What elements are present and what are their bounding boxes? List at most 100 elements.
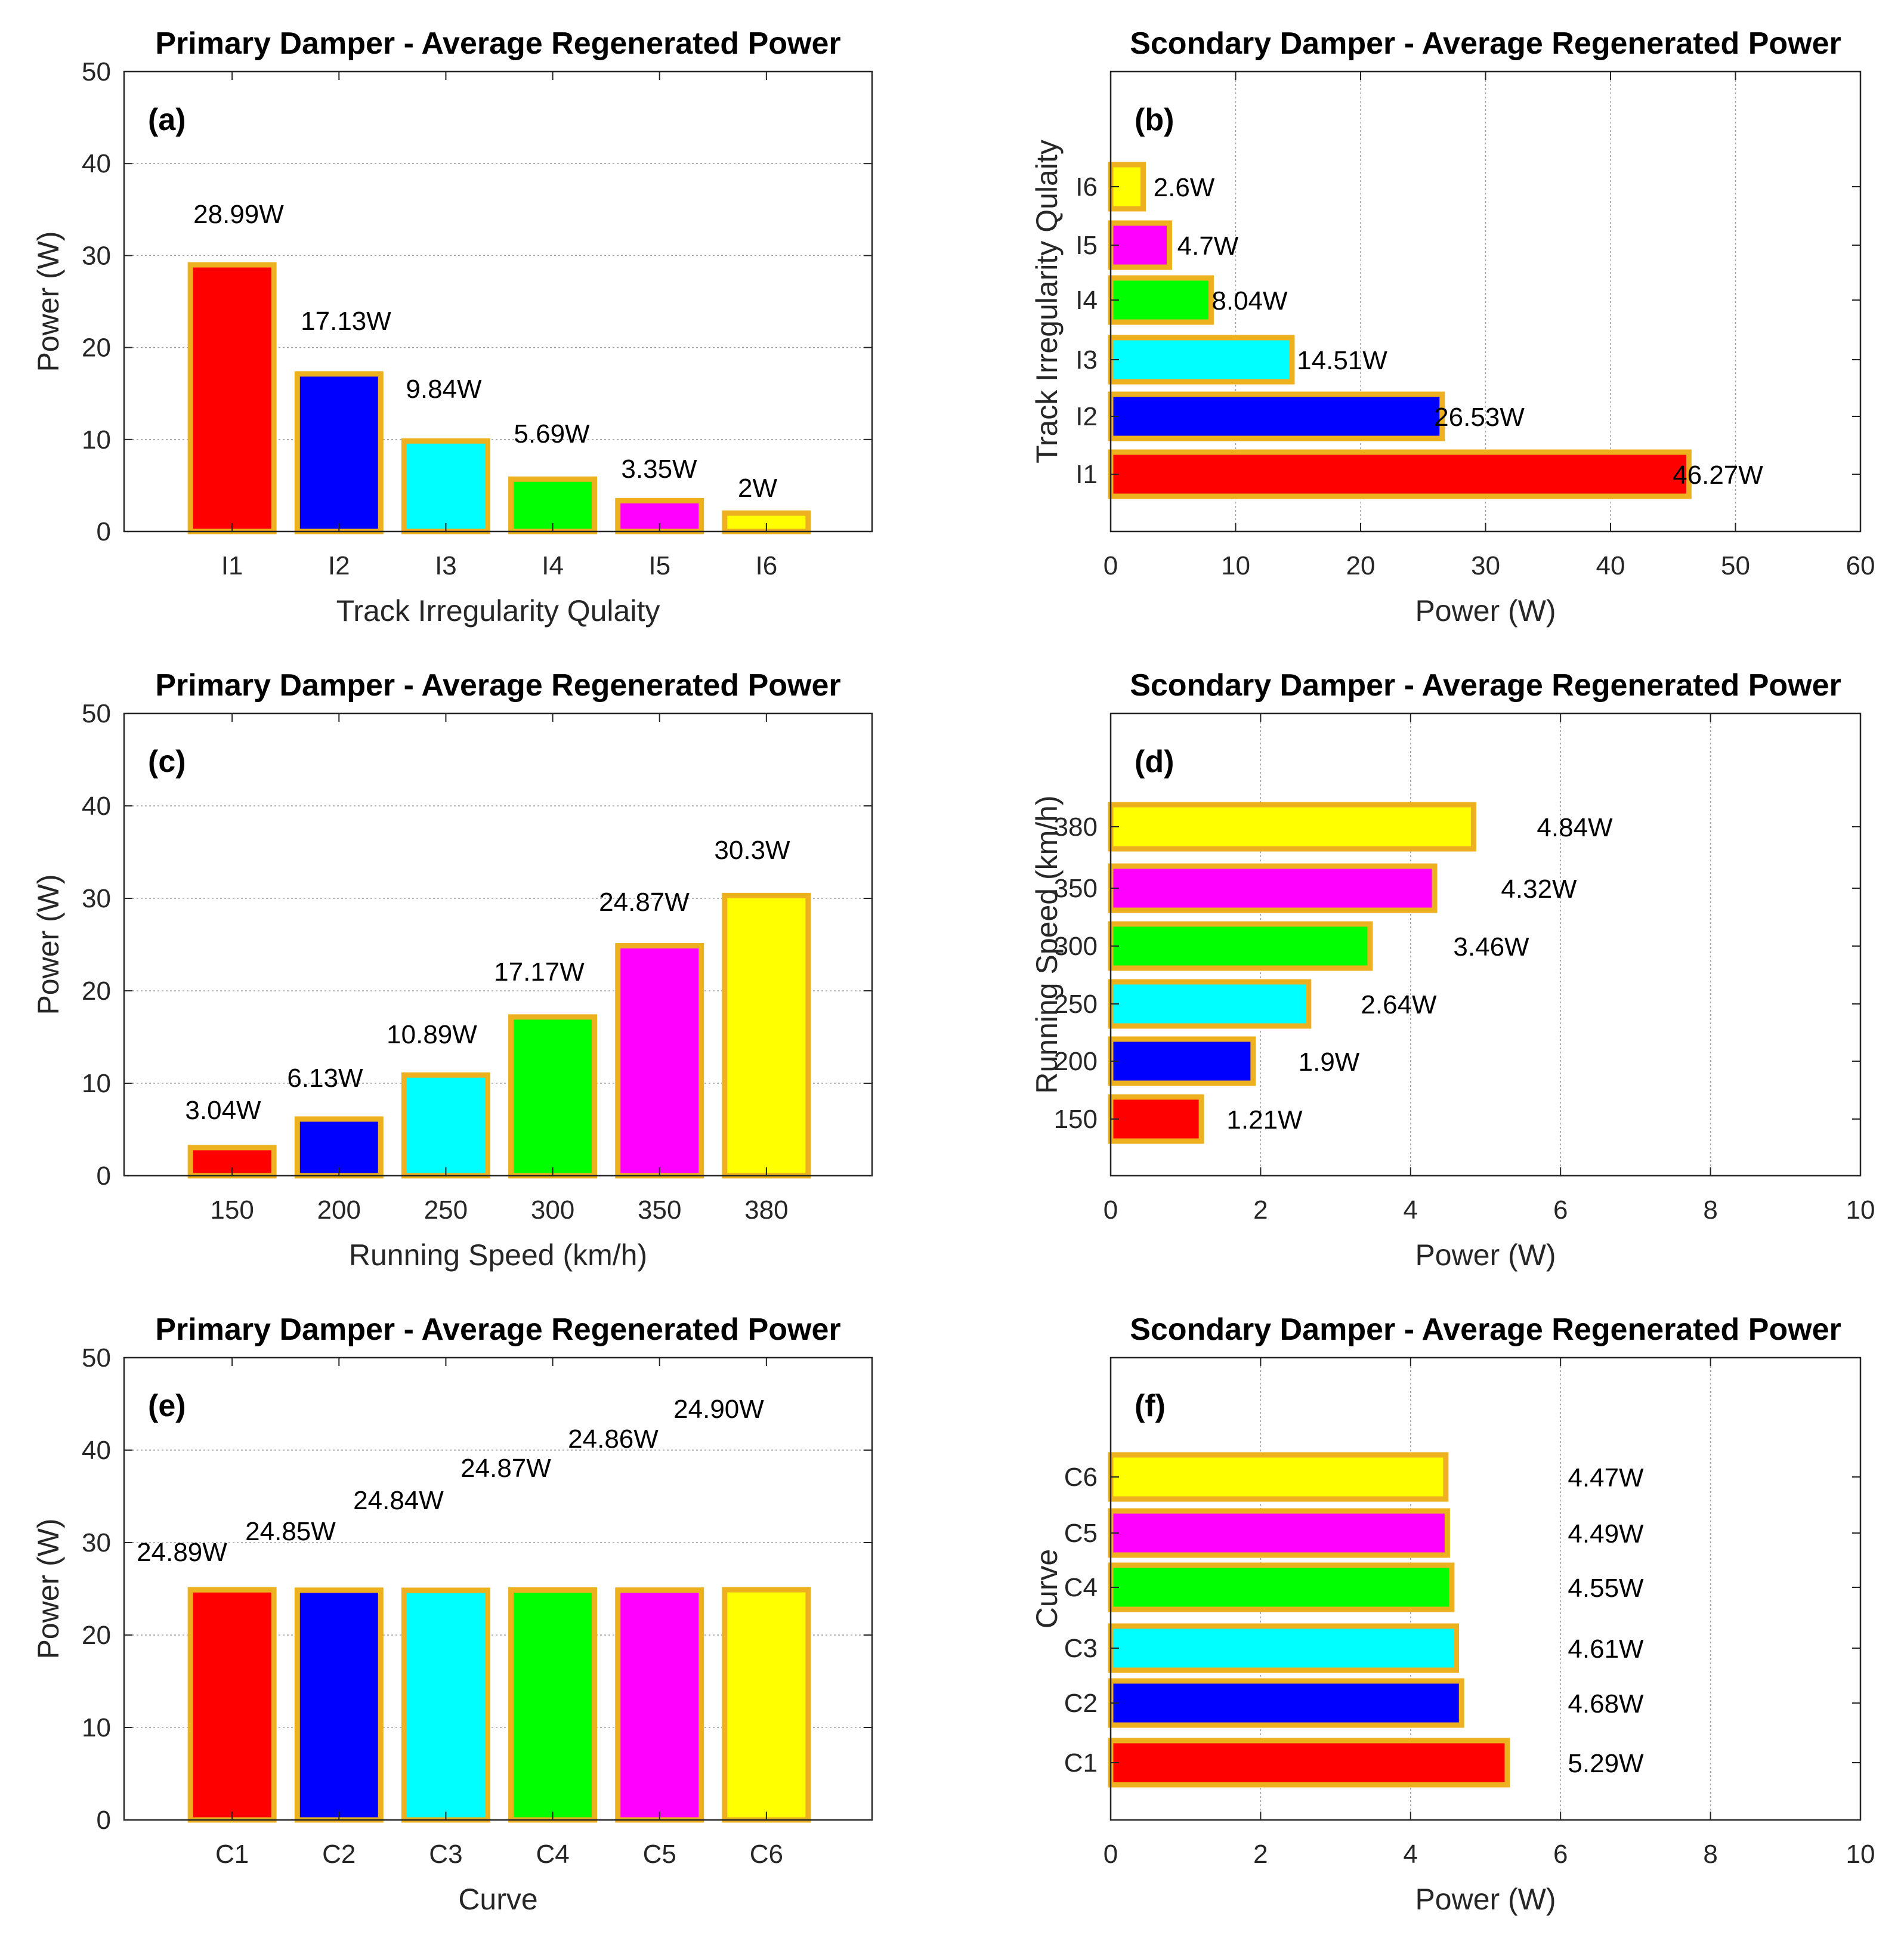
- x-tick-label: 6: [1553, 1840, 1568, 1869]
- panel-label: (e): [148, 1389, 186, 1423]
- data-label: 46.27W: [1673, 461, 1763, 490]
- bar-c2: [1108, 1678, 1464, 1728]
- bar-250: [1108, 979, 1312, 1029]
- x-tick-label: C3: [429, 1840, 462, 1869]
- data-label: 24.86W: [568, 1424, 659, 1454]
- data-label: 8.04W: [1211, 286, 1288, 316]
- bar-150: [1108, 1094, 1204, 1144]
- bar-c3: [401, 1587, 490, 1823]
- bar-c1: [1108, 1738, 1510, 1788]
- data-label: 5.69W: [514, 419, 590, 449]
- chart-b: Scondary Damper - Average Regenerated Po…: [1030, 26, 1875, 628]
- bar-i5: [1108, 220, 1172, 270]
- x-tick-label: 4: [1404, 1840, 1418, 1869]
- x-tick-label: 2: [1253, 1840, 1268, 1869]
- bar-c2: [294, 1587, 384, 1823]
- y-tick-label: 20: [82, 976, 111, 1006]
- data-label: 6.13W: [287, 1064, 363, 1093]
- bar-300: [508, 1014, 598, 1179]
- y-tick-label: 300: [1054, 932, 1098, 961]
- y-tick-label: 50: [82, 57, 111, 86]
- data-label: 2.6W: [1154, 173, 1215, 202]
- x-tick-label: 0: [1104, 1195, 1118, 1225]
- data-label: 1.9W: [1299, 1047, 1360, 1077]
- y-tick-label: C2: [1064, 1689, 1098, 1718]
- y-tick-label: 50: [82, 699, 111, 728]
- data-label: 10.89W: [387, 1020, 477, 1049]
- data-label: 4.84W: [1537, 813, 1613, 842]
- bar-i3: [1108, 335, 1295, 385]
- bar-c5: [1108, 1508, 1450, 1558]
- bar-c4: [508, 1587, 598, 1823]
- x-tick-label: 60: [1846, 551, 1875, 580]
- data-label: 4.32W: [1501, 874, 1577, 904]
- panel-label: (a): [148, 103, 186, 137]
- x-tick-label: 10: [1221, 551, 1250, 580]
- bar-c6: [1108, 1452, 1449, 1502]
- y-tick-label: 50: [82, 1343, 111, 1373]
- x-tick-label: 40: [1596, 551, 1625, 580]
- bar-350: [615, 943, 704, 1179]
- data-label: 9.84W: [406, 375, 482, 404]
- x-tick-label: 10: [1846, 1195, 1875, 1225]
- y-tick-label: 30: [82, 241, 111, 270]
- x-axis-label: Curve: [458, 1883, 537, 1916]
- bar-350: [1108, 863, 1438, 913]
- x-axis-label: Power (W): [1415, 594, 1556, 628]
- axes-frame: [123, 712, 873, 1177]
- y-axis-label: Power (W): [32, 231, 65, 372]
- y-tick-label: C6: [1064, 1463, 1098, 1492]
- data-label: 4.61W: [1568, 1634, 1644, 1664]
- x-tick-label: 0: [1104, 551, 1118, 580]
- data-label: 4.49W: [1568, 1519, 1644, 1549]
- data-label: 4.55W: [1568, 1574, 1644, 1603]
- data-label: 14.51W: [1297, 346, 1387, 375]
- y-axis-label: Track Irregularity Qulaity: [1030, 140, 1064, 463]
- data-label: 24.84W: [353, 1486, 444, 1515]
- panel-label: (b): [1135, 103, 1174, 137]
- axes-frame: [123, 70, 873, 533]
- x-axis-label: Track Irregularity Qulaity: [336, 594, 660, 628]
- x-tick-label: 300: [531, 1195, 574, 1225]
- x-tick-label: I6: [756, 551, 778, 580]
- bar-c3: [1108, 1623, 1459, 1673]
- data-label: 2W: [738, 474, 777, 503]
- bar-c1: [187, 1587, 277, 1823]
- x-tick-label: 8: [1703, 1195, 1717, 1225]
- chart-title: Scondary Damper - Average Regenerated Po…: [1130, 1312, 1841, 1347]
- y-tick-label: C3: [1064, 1634, 1098, 1663]
- bar-i6: [1108, 162, 1146, 212]
- y-tick-label: C4: [1064, 1573, 1098, 1602]
- x-tick-label: C4: [536, 1840, 569, 1869]
- x-tick-label: I5: [648, 551, 670, 580]
- bar-c4: [1108, 1562, 1455, 1612]
- chart-a: Primary Damper - Average Regenerated Pow…: [32, 26, 873, 628]
- data-label: 3.46W: [1453, 932, 1529, 962]
- bar-200: [1108, 1036, 1256, 1086]
- x-tick-label: 6: [1553, 1195, 1568, 1225]
- y-tick-label: C1: [1064, 1748, 1098, 1778]
- y-tick-label: C5: [1064, 1519, 1098, 1548]
- bar-380: [1108, 802, 1476, 852]
- bar-i1: [187, 262, 277, 534]
- bar-c6: [722, 1587, 811, 1823]
- chart-d: Scondary Damper - Average Regenerated Po…: [1030, 668, 1875, 1272]
- x-tick-label: I2: [328, 551, 350, 580]
- x-tick-label: I1: [221, 551, 243, 580]
- y-tick-label: 0: [97, 517, 111, 546]
- y-tick-label: I1: [1075, 460, 1098, 489]
- chart-f: Scondary Damper - Average Regenerated Po…: [1030, 1312, 1875, 1916]
- y-tick-label: 20: [82, 333, 111, 363]
- y-tick-label: I2: [1075, 402, 1098, 431]
- x-tick-label: 30: [1471, 551, 1500, 580]
- axes-frame: [1109, 70, 1862, 533]
- x-tick-label: C1: [215, 1840, 249, 1869]
- data-label: 5.29W: [1568, 1749, 1644, 1778]
- y-tick-label: 30: [82, 884, 111, 913]
- chart-title: Primary Damper - Average Regenerated Pow…: [155, 26, 840, 61]
- x-tick-label: 150: [210, 1195, 254, 1225]
- panel-label: (f): [1135, 1389, 1166, 1423]
- x-tick-label: I3: [435, 551, 457, 580]
- x-tick-label: 200: [317, 1195, 361, 1225]
- axes-frame: [1109, 712, 1862, 1177]
